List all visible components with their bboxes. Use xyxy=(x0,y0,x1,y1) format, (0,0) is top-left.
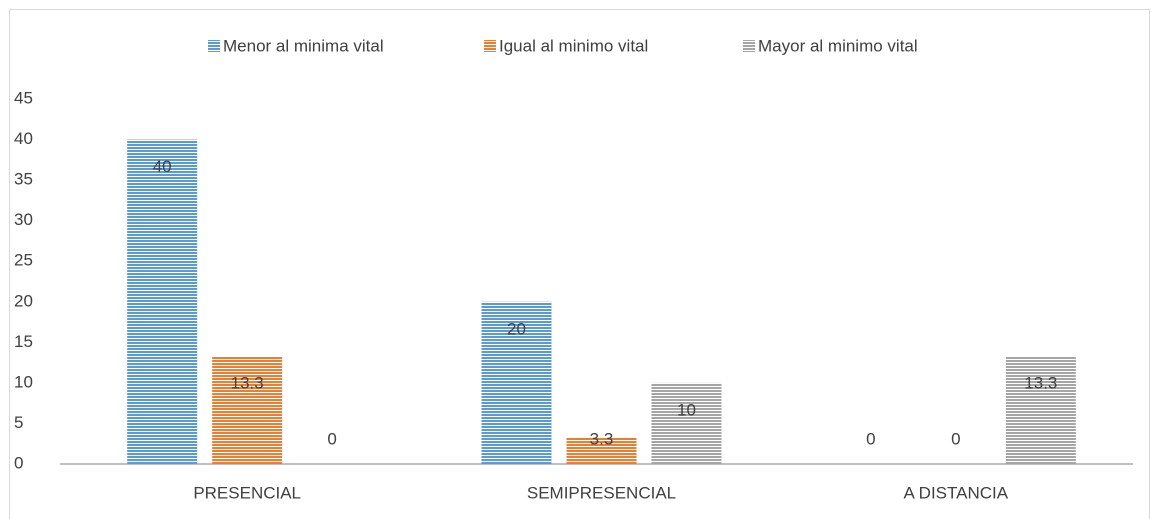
bar xyxy=(212,356,283,464)
data-label: 0 xyxy=(951,429,960,448)
x-tick-label: SEMIPRESENCIAL xyxy=(527,483,676,502)
data-label: 3.3 xyxy=(590,429,614,448)
y-tick-label: 25 xyxy=(14,251,33,270)
data-label: 20 xyxy=(507,319,526,338)
y-tick-label: 30 xyxy=(14,210,33,229)
chart-border xyxy=(9,9,1150,519)
data-label: 10 xyxy=(677,400,696,419)
bar xyxy=(1005,356,1076,464)
y-tick-label: 10 xyxy=(14,372,33,391)
y-tick-label: 15 xyxy=(14,332,33,351)
legend-marker xyxy=(743,40,755,52)
legend-marker xyxy=(484,40,496,52)
data-label: 0 xyxy=(327,429,336,448)
bar xyxy=(481,301,552,464)
data-label: 0 xyxy=(866,429,875,448)
x-tick-label: A DISTANCIA xyxy=(904,483,1009,502)
y-tick-label: 45 xyxy=(14,88,33,107)
bar xyxy=(651,382,722,464)
bar xyxy=(566,437,637,464)
bar xyxy=(127,139,198,465)
x-tick-label: PRESENCIAL xyxy=(193,483,301,502)
data-label: 13.3 xyxy=(1024,374,1057,393)
y-tick-label: 5 xyxy=(14,413,23,432)
y-tick-label: 0 xyxy=(14,453,23,472)
legend-label: Mayor al minimo vital xyxy=(758,36,918,55)
legend-marker xyxy=(208,40,220,52)
legend-label: Menor al minima vital xyxy=(223,36,384,55)
y-tick-label: 40 xyxy=(14,129,33,148)
y-tick-label: 20 xyxy=(14,291,33,310)
y-tick-label: 35 xyxy=(14,170,33,189)
legend-label: Igual al minimo vital xyxy=(499,36,648,55)
data-label: 13.3 xyxy=(231,374,264,393)
data-label: 40 xyxy=(153,157,172,176)
